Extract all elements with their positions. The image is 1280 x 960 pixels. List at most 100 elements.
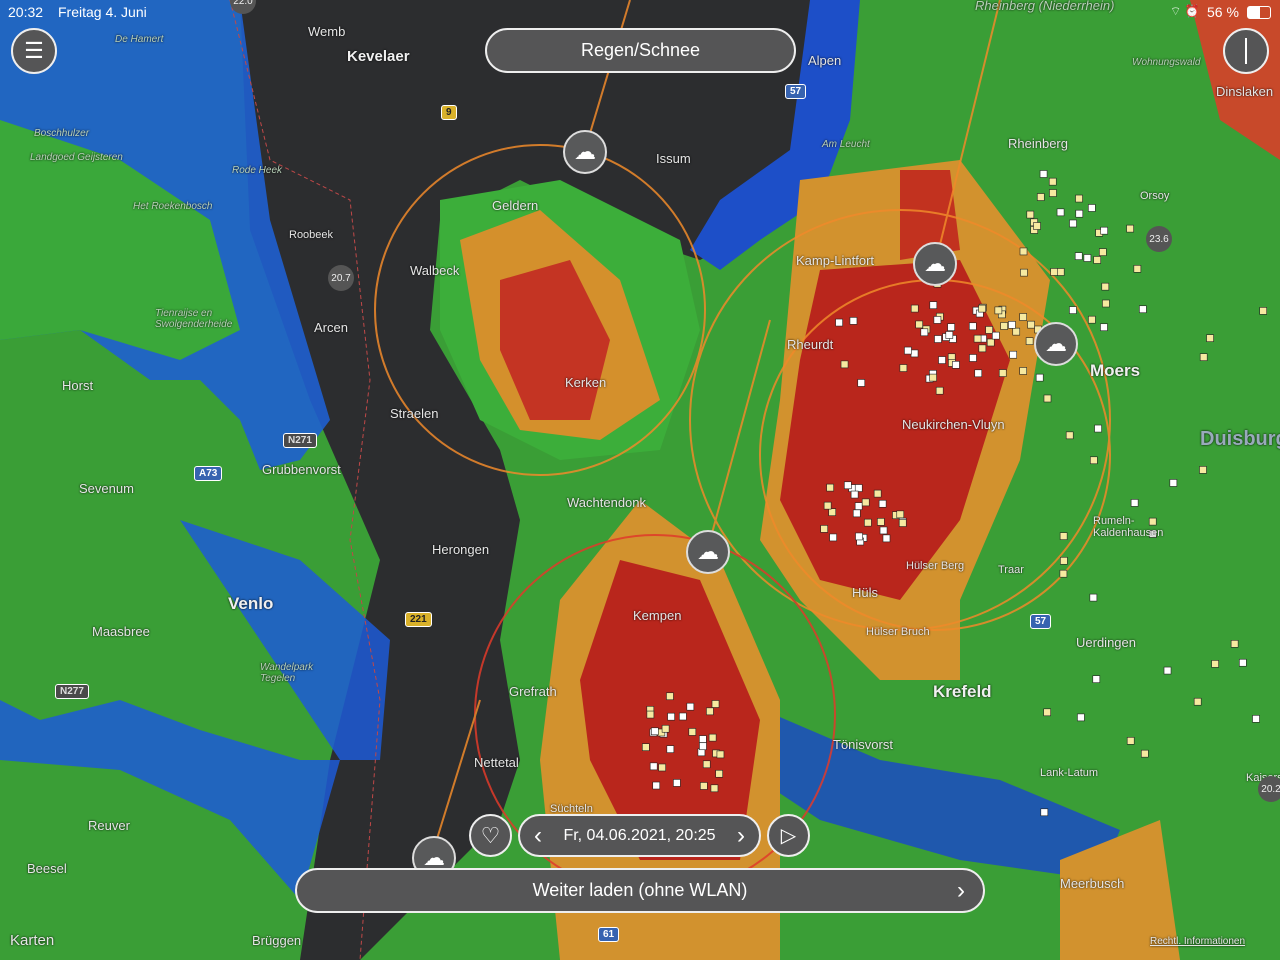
lightning-strike [1000,322,1008,330]
lightning-strike [910,349,919,358]
storm-cell-button[interactable]: ☁ [686,530,730,574]
lightning-strike [933,316,942,324]
temperature-marker[interactable]: 23.6 [1146,226,1172,252]
place-label: Herongen [432,542,490,557]
layer-select-button[interactable]: Regen/Schnee [485,28,796,73]
lightning-strike [1230,640,1239,648]
lightning-strike [1126,224,1134,233]
lightning-strike [1259,307,1267,315]
lightning-strike [1019,313,1027,321]
storm-cell-button[interactable]: ☁ [913,242,957,286]
timeline-datetime: Fr, 04.06.2021, 20:25 [563,826,716,844]
lightning-strike [852,509,861,518]
lightning-strike [1193,697,1202,706]
favorite-button[interactable]: ♡ [469,814,512,857]
maps-attribution: Karten [10,932,55,949]
lightning-strike [857,379,866,387]
place-label: Moers [1090,361,1141,380]
timeline-selector: ‹ Fr, 04.06.2021, 20:25 › [518,814,761,857]
lightning-strike [849,317,858,325]
lightning-strike [1039,170,1048,178]
storm-track-circle [374,144,706,476]
lightning-strike [1065,431,1074,440]
lightning-strike [646,710,655,719]
lightning-strike [855,532,863,541]
lightning-strike [935,386,944,395]
storm-cell-button[interactable]: ☁ [1034,322,1078,366]
lightning-strike [686,702,695,711]
lightning-strike [673,779,681,787]
lightning-strike [1092,675,1101,683]
minor-place-label: Rheinberg (Niederrhein) [975,0,1115,13]
play-icon: ▷ [780,825,797,847]
place-label: Meerbusch [1060,876,1125,891]
place-label: Grubbenvorst [262,462,341,477]
lightning-strike [1035,373,1044,382]
temperature-marker[interactable]: 22.0 [230,0,256,14]
temperature-marker[interactable]: 20.2 [1258,776,1280,802]
place-label: Grefrath [509,684,557,699]
place-label: Roobeek [289,229,334,241]
lightning-strike [823,501,832,510]
lightning-strike [1050,268,1058,276]
lightning-strike [896,510,905,519]
lightning-strike [708,733,717,742]
lightning-strike [1040,808,1049,817]
hamburger-icon: ☰ [24,38,44,63]
info-icon [1245,38,1247,64]
lightning-strike [1148,517,1157,526]
info-button[interactable] [1223,28,1269,74]
lightning-strike [1060,556,1068,565]
lightning-strike [1100,323,1108,332]
lightning-strike [879,526,888,535]
minor-place-label: De Hamert [115,34,164,45]
thunderstorm-cloud-icon: ☁ [574,139,596,164]
lightning-strike [1056,268,1065,276]
lightning-strike [820,525,828,533]
lightning-strike [1102,299,1110,308]
minor-place-label: Boschhulzer [34,128,90,139]
lightning-strike [877,518,885,526]
load-more-button[interactable]: Weiter laden (ohne WLAN) › [295,868,985,913]
play-button[interactable]: ▷ [767,814,810,857]
status-date: Freitag 4. Juni [58,4,147,20]
place-label: Rheinberg [1008,136,1068,151]
lightning-strike [1027,320,1035,329]
lightning-strike [904,346,912,355]
lightning-strike [864,518,872,527]
road-shield: N277 [55,684,89,699]
place-label: Rheurdt [787,337,834,352]
lightning-strike [945,331,954,339]
place-label: Brüggen [252,933,302,948]
temperature-marker[interactable]: 20.7 [328,265,354,291]
place-label: Venlo [228,594,274,613]
lightning-strike [1036,193,1045,201]
lightning-strike [854,484,863,492]
place-label: Uerdingen [1076,635,1136,650]
lightning-strike [1077,713,1085,722]
legal-link[interactable]: Rechtl. Informationen [1150,936,1246,947]
battery-percentage: 56 % [1207,4,1239,20]
minor-place-label: Rode Heek [232,165,283,176]
lightning-strike [666,692,674,701]
lightning-strike [1043,394,1052,403]
storm-track-circle [689,209,1111,631]
battery-icon [1247,6,1271,19]
storm-cell-button[interactable]: ☁ [563,130,607,174]
lightning-strike [1069,219,1077,228]
next-time-button[interactable]: › [737,821,745,849]
previous-time-button[interactable]: ‹ [534,821,542,849]
lightning-strike [700,782,708,790]
menu-button[interactable]: ☰ [11,28,57,74]
lightning-strike [861,498,870,507]
lightning-strike [716,750,725,759]
rain-area-blue-south [740,700,1120,880]
lightning-strike [974,369,983,378]
place-label: Geldern [492,198,539,213]
rain-cell-neukirchen [760,160,1050,680]
lightning-strike [715,769,723,778]
lightning-strike [929,373,937,382]
lightning-strike [929,301,938,309]
storm-track-line [934,0,1001,266]
